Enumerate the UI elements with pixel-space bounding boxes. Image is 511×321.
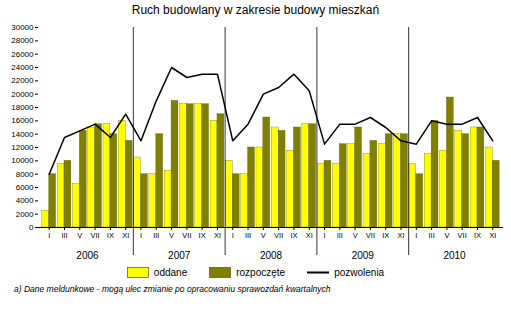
svg-text:VII: VII xyxy=(91,231,100,240)
html-text:Ruch budowlany w zakresie budo: Ruch budowlany w zakresie budowy mieszka… xyxy=(131,3,380,17)
svg-text:I: I xyxy=(48,231,50,240)
html-text:oddane: oddane xyxy=(153,266,188,278)
svg-text:IX: IX xyxy=(107,231,114,240)
svg-text:V: V xyxy=(353,231,358,240)
svg-text:0: 0 xyxy=(29,223,34,232)
svg-text:18000: 18000 xyxy=(11,103,34,112)
html-text:a) Dane meldunkowe - mogą ulec: a) Dane meldunkowe - mogą ulec zmianie p… xyxy=(14,284,331,294)
svg-text:III: III xyxy=(153,231,159,240)
svg-text:6000: 6000 xyxy=(16,183,34,192)
svg-text:IX: IX xyxy=(199,231,206,240)
svg-text:V: V xyxy=(169,231,174,240)
svg-text:IX: IX xyxy=(382,231,389,240)
svg-text:VII: VII xyxy=(182,231,191,240)
svg-text:VII: VII xyxy=(274,231,283,240)
svg-text:20000: 20000 xyxy=(11,90,34,99)
svg-text:2008: 2008 xyxy=(260,250,283,261)
svg-text:16000: 16000 xyxy=(11,116,34,125)
svg-text:III: III xyxy=(61,231,67,240)
svg-text:III: III xyxy=(428,231,434,240)
svg-text:I: I xyxy=(140,231,142,240)
svg-text:XI: XI xyxy=(489,231,496,240)
svg-text:30000: 30000 xyxy=(11,23,34,32)
svg-text:26000: 26000 xyxy=(11,50,34,59)
svg-text:8000: 8000 xyxy=(16,170,34,179)
svg-text:I: I xyxy=(232,231,234,240)
svg-text:III: III xyxy=(337,231,343,240)
svg-text:2000: 2000 xyxy=(16,210,34,219)
svg-text:I: I xyxy=(415,231,417,240)
svg-text:VII: VII xyxy=(458,231,467,240)
svg-text:V: V xyxy=(77,231,82,240)
svg-text:XI: XI xyxy=(397,231,404,240)
svg-text:22000: 22000 xyxy=(11,76,34,85)
svg-text:XI: XI xyxy=(306,231,313,240)
svg-text:XI: XI xyxy=(122,231,129,240)
svg-text:I: I xyxy=(323,231,325,240)
html-text:rozpoczęte: rozpoczęte xyxy=(236,266,286,278)
svg-text:2010: 2010 xyxy=(443,250,466,261)
svg-text:12000: 12000 xyxy=(11,143,34,152)
svg-text:XI: XI xyxy=(214,231,221,240)
svg-text:24000: 24000 xyxy=(11,63,34,72)
svg-text:IX: IX xyxy=(290,231,297,240)
svg-text:V: V xyxy=(261,231,266,240)
svg-text:14000: 14000 xyxy=(11,130,34,139)
svg-text:III: III xyxy=(245,231,251,240)
svg-text:V: V xyxy=(444,231,449,240)
html-text:pozwolenia: pozwolenia xyxy=(334,266,385,278)
svg-text:2006: 2006 xyxy=(76,250,99,261)
svg-text:IX: IX xyxy=(474,231,481,240)
svg-text:2009: 2009 xyxy=(352,250,375,261)
svg-text:VII: VII xyxy=(366,231,375,240)
svg-text:28000: 28000 xyxy=(11,36,34,45)
svg-text:2007: 2007 xyxy=(168,250,191,261)
svg-text:10000: 10000 xyxy=(11,156,34,165)
svg-text:4000: 4000 xyxy=(16,196,34,205)
